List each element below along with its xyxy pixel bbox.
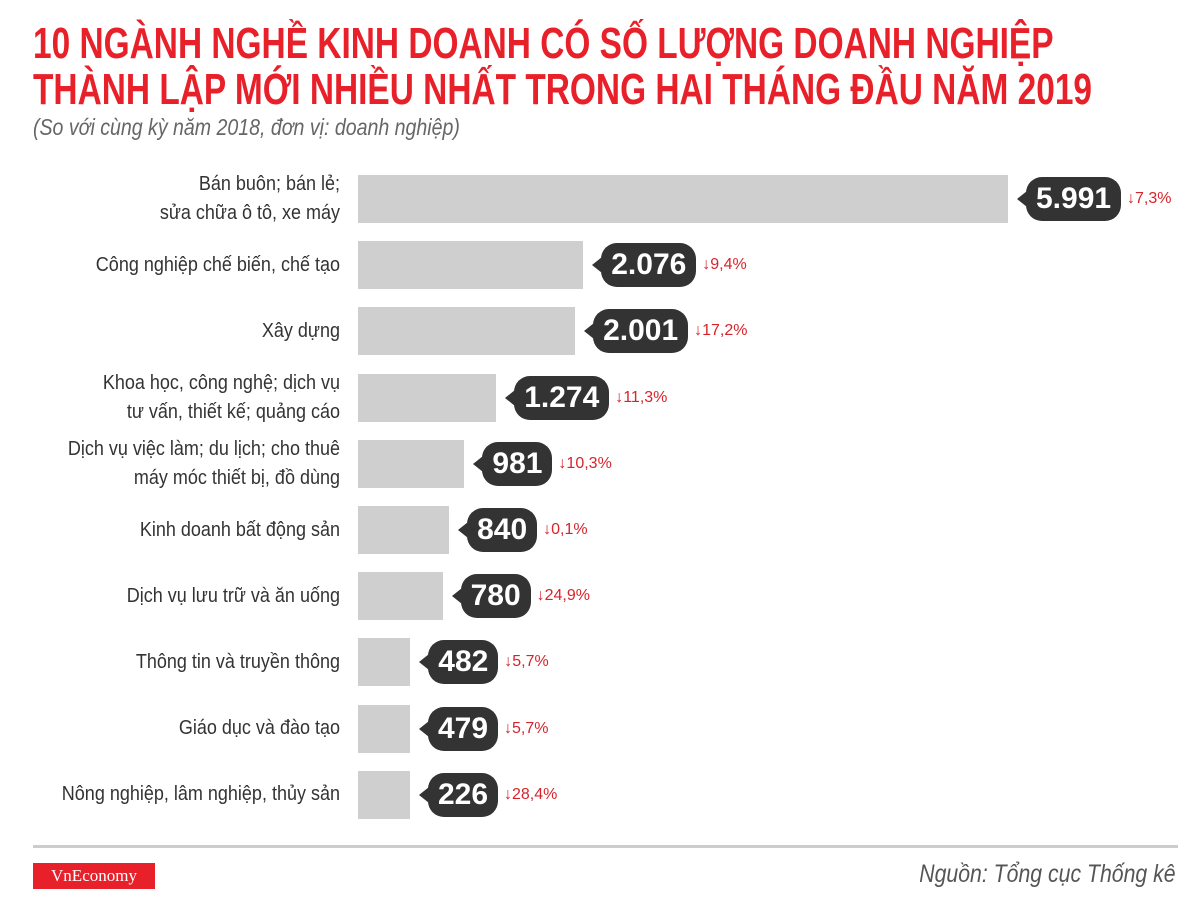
category-label: Công nghiệp chế biến, chế tạo [95, 253, 340, 276]
chart-subtitle: (So với cùng kỳ năm 2018, đơn vị: doanh … [33, 114, 460, 140]
change-label: ↓5,7% [504, 719, 549, 737]
change-label: ↓10,3% [558, 454, 612, 472]
change-label: ↓0,1% [543, 521, 588, 538]
bar [358, 506, 450, 554]
category-label: Nông nghiệp, lâm nghiệp, thủy sản [61, 783, 340, 806]
category-label: Dịch vụ việc làm; du lịch; cho thuê máy … [67, 437, 340, 489]
footer-divider [33, 845, 1178, 848]
value-label: 5.991 [1016, 177, 1122, 221]
value-label: 981 [473, 441, 553, 486]
vneconomy-logo: VnEconomy [33, 863, 155, 889]
chart-title-line-2: THÀNH LẬP MỚI NHIỀU NHẤT TRONG HAI THÁNG… [33, 65, 1093, 114]
change-label: ↓11,3% [615, 388, 668, 406]
value-label: 482 [419, 640, 499, 685]
change-label: ↓24,9% [536, 587, 590, 605]
bar [358, 572, 443, 621]
change-label: ↓9,4% [702, 256, 747, 274]
bar [358, 638, 411, 687]
category-label: Dịch vụ lưu trữ và ăn uống [126, 584, 341, 607]
change-label: ↓5,7% [504, 653, 549, 671]
change-label: ↓28,4% [504, 785, 558, 803]
change-label: ↓7,3% [1127, 190, 1172, 207]
change-label: ↓17,2% [694, 322, 748, 340]
bar [358, 439, 465, 488]
value-label: 1.274 [505, 375, 610, 420]
value-label: 780 [451, 574, 531, 619]
chart-title-line-1: 10 NGÀNH NGHỀ KINH DOANH CÓ SỐ LƯỢNG DOA… [33, 19, 1054, 68]
value-label: 2.001 [584, 309, 689, 354]
category-label: Thông tin và truyền thông [135, 650, 340, 673]
bar [358, 241, 584, 290]
bar [358, 175, 1008, 223]
category-label: Xây dựng [261, 319, 340, 342]
bar [358, 704, 410, 753]
value-label: 840 [458, 508, 538, 552]
bar [358, 373, 497, 422]
bar [358, 307, 576, 356]
bar [358, 770, 410, 819]
value-label: 226 [418, 772, 499, 817]
category-label: Khoa học, công nghệ; dịch vụ tư vấn, thi… [102, 371, 340, 423]
category-label: Kinh doanh bất động sản [139, 518, 340, 541]
value-label: 2.076 [592, 243, 697, 288]
source-note: Nguồn: Tổng cục Thống kê [919, 860, 1176, 888]
value-label: 479 [418, 706, 499, 751]
category-label: Giáo dục và đào tạo [178, 717, 340, 740]
category-label: Bán buôn; bán lẻ; sửa chữa ô tô, xe máy [159, 173, 340, 224]
